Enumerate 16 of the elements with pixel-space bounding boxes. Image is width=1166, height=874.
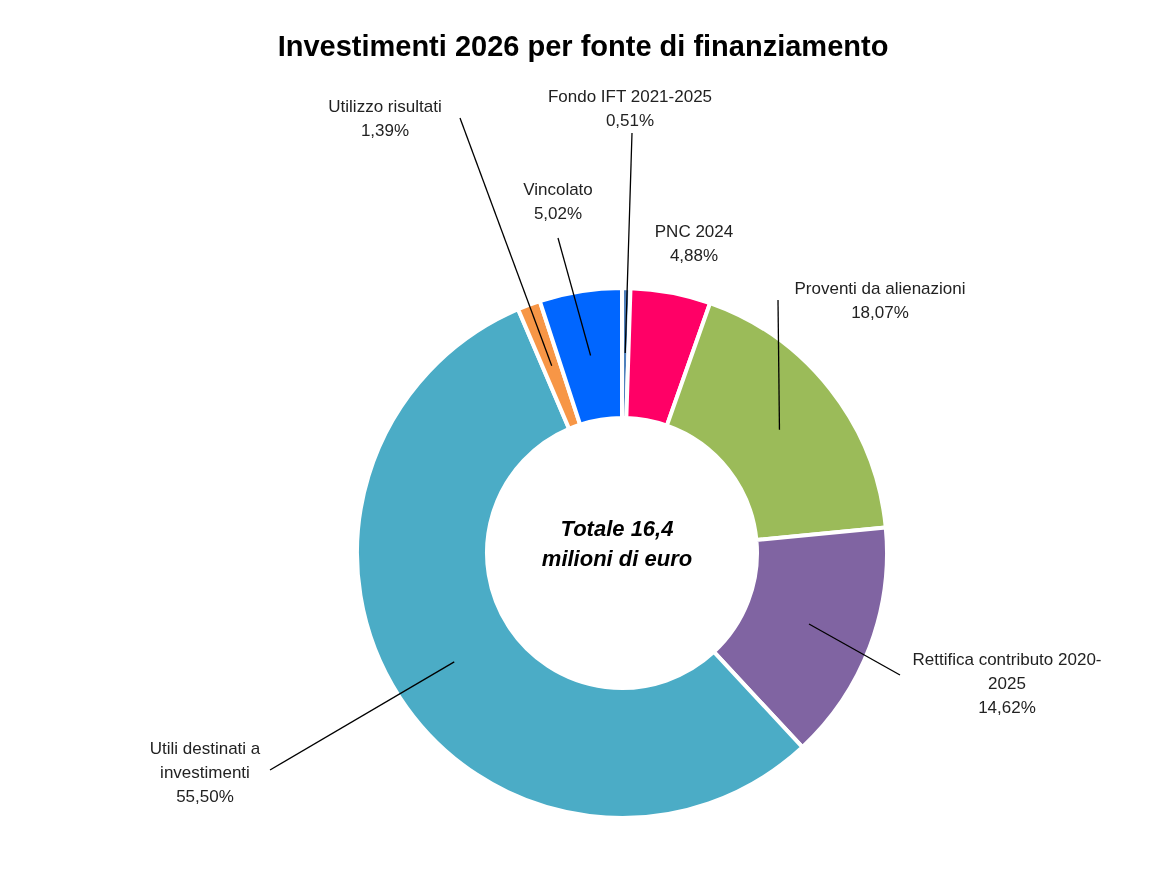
slice-label: Rettifica contributo 2020-2025 [912, 650, 1102, 693]
data-label: 1,39% [360, 121, 410, 140]
slice-label: Vincolato [523, 180, 593, 199]
slice-label: Utili destinati a investimenti [149, 739, 261, 782]
data-label: 5,02% [533, 204, 583, 223]
data-label: 0,51% [605, 111, 655, 130]
data-label: 18,07% [851, 303, 909, 322]
slice-label: Fondo IFT 2021-2025 [547, 87, 713, 106]
slice-label: Proventi da alienazioni [794, 279, 966, 298]
text: Totale 16,4 milioni di euro [540, 515, 694, 573]
slice-label: PNC 2024 [654, 222, 734, 241]
data-label: 14,62% [978, 698, 1036, 717]
data-label: 55,50% [176, 787, 234, 806]
chart-title: Investimenti 2026 per fonte di finanziamento [276, 30, 890, 63]
slice-label: Utilizzo risultati [328, 97, 442, 116]
data-label: 4,88% [669, 246, 719, 265]
